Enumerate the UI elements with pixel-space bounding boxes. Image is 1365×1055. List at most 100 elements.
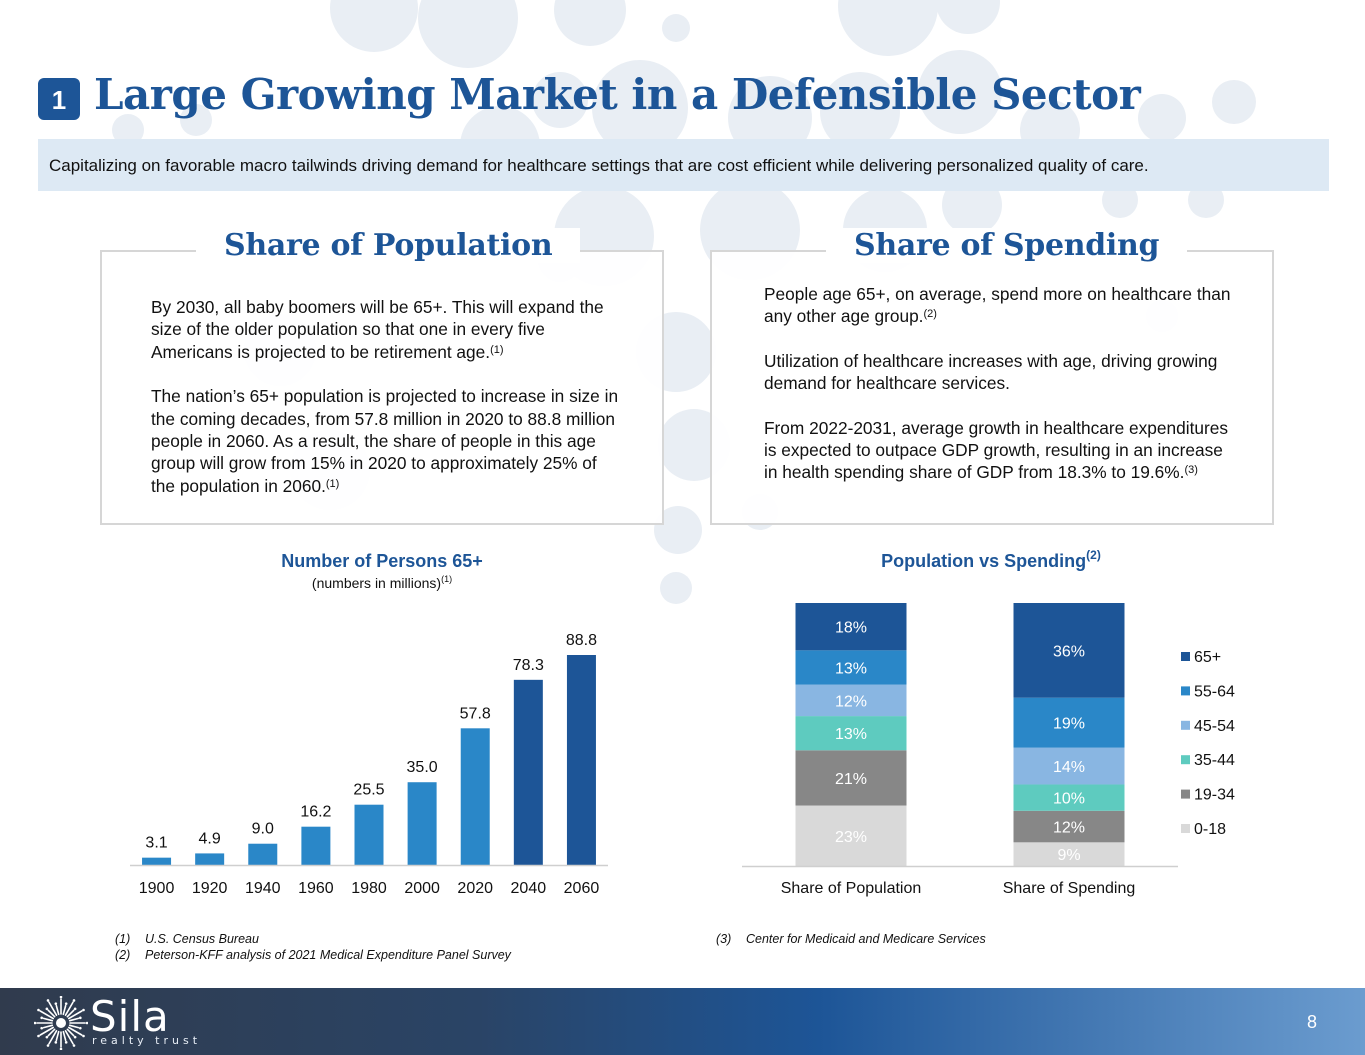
segment-value-label: 12% [1053,820,1085,837]
legend-label: 45-54 [1194,718,1235,735]
segment-19-34 [795,750,907,806]
segment-value-label: 23% [835,829,867,846]
persons-65-chart-subtitle: (numbers in millions)(1) [232,574,532,591]
spending-paragraph-1-text: People age 65+, on average, spend more o… [764,284,1231,327]
bar-2060 [566,655,596,865]
footnote-tag: (1) [115,932,131,946]
population-vs-spending-title-text: Population vs Spending [881,551,1087,571]
tagline-text: Capitalizing on favorable macro tailwind… [49,156,1149,175]
x-tick-label: 1980 [351,880,387,897]
legend-swatch [1181,686,1190,696]
segment-value-label: 36% [1053,643,1085,660]
share-of-spending-title: Share of Spending [826,228,1188,263]
footnotes-left: (1) U.S. Census Bureau (2) Peterson-KFF ana… [115,932,511,964]
population-paragraph-2-text: The nation’s 65+ population is projected… [151,386,619,496]
bar-value-label: 9.0 [252,821,274,838]
population-vs-spending-title: Population vs Spending(2) [841,548,1141,572]
persons-65-chart-title: Number of Persons 65+ [281,551,483,571]
segment-35-44 [795,716,907,751]
spending-paragraph-2: Utilization of healthcare increases with… [764,350,1218,394]
footnote-ref: (2) [1086,548,1101,562]
footnote-text: U.S. Census Bureau [145,932,259,946]
segment-0-18 [795,805,907,866]
spending-paragraph-3-text: From 2022-2031, average growth in health… [764,417,1228,483]
footnote-text: Center for Medicaid and Medicare Service… [746,932,986,946]
share-of-population-text: By 2030, all baby boomers will be 65+. T… [151,296,621,519]
segment-value-label: 13% [835,726,867,743]
footnotes-right: (3) Center for Medicaid and Medicare Serv… [716,932,986,948]
footnote-tag: (2) [115,948,131,962]
segment-55-64 [1013,697,1125,748]
bar-2040 [513,679,543,865]
sunburst-logo-icon [34,996,88,1050]
bar-1980 [354,804,384,865]
footnote-ref: (1) [490,343,504,356]
bar-value-label: 57.8 [460,705,491,722]
bar-value-label: 35.0 [407,759,438,776]
logo-subtitle: realty trust [92,1034,202,1047]
footnote: (2) Peterson-KFF analysis of 2021 Medical… [115,948,511,964]
footnote-ref: (1) [441,574,453,584]
legend-swatch [1181,755,1190,765]
spending-paragraph-1: People age 65+, on average, spend more o… [764,283,1239,328]
segment-65+ [795,603,907,651]
segment-value-label: 21% [835,771,867,788]
segment-value-label: 14% [1053,759,1085,776]
segment-65+ [1013,603,1125,698]
x-tick-label: 2020 [457,880,493,897]
share-of-population-box: Share of Population By 2030, all baby bo… [100,228,664,525]
bar-1960 [301,826,331,865]
segment-value-label: 10% [1053,791,1085,808]
x-category-label: Share of Spending [1003,880,1136,897]
x-tick-label: 1940 [245,880,281,897]
x-tick-label: 1960 [298,880,334,897]
footnote-ref: (2) [923,308,937,321]
footnote-tag: (3) [716,932,732,946]
bar-1920 [195,853,225,865]
footnote: (1) U.S. Census Bureau [115,932,511,948]
bar-2020 [460,728,490,865]
segment-45-54 [795,684,907,717]
segment-value-label: 18% [835,620,867,637]
bar-value-label: 4.9 [199,830,221,847]
x-tick-label: 2060 [564,880,600,897]
population-paragraph-1: By 2030, all baby boomers will be 65+. T… [151,296,621,363]
legend-swatch [1181,652,1190,661]
legend-label: 0-18 [1194,821,1226,838]
footnote: (3) Center for Medicaid and Medicare Serv… [716,932,986,948]
bar-1940 [248,843,278,865]
segment-35-44 [1013,784,1125,811]
footnote-ref: (1) [325,477,340,490]
share-of-population-title: Share of Population [196,228,581,263]
spending-paragraph-3: From 2022-2031, average growth in health… [764,417,1239,484]
legend-swatch [1181,720,1190,730]
footnote-text: Peterson-KFF analysis of 2021 Medical Ex… [145,948,511,962]
logo-wordmark: Sila [90,992,170,1041]
legend-label: 19-34 [1194,787,1235,804]
x-category-label: Share of Population [781,880,922,897]
x-tick-label: 1920 [192,880,228,897]
legend-swatch [1181,824,1190,833]
bar-value-label: 88.8 [566,632,597,649]
persons-65-chart-subtitle-text: (numbers in millions) [311,575,442,591]
bar-value-label: 3.1 [145,835,167,852]
segment-19-34 [1013,810,1125,843]
bar-1900 [142,857,172,865]
segment-value-label: 13% [835,660,867,677]
share-of-spending-box: Share of Spending People age 65+, on ave… [710,228,1274,525]
page-number: 8 [1306,1012,1317,1032]
x-tick-label: 2000 [404,880,440,897]
segment-55-64 [795,650,907,685]
footer-bar: Sila realty trust 8 [0,988,1365,1055]
legend-swatch [1181,789,1190,799]
legend-label: 65+ [1194,649,1221,666]
segment-0-18 [1013,842,1125,866]
population-paragraph-2: The nation’s 65+ population is projected… [151,385,621,497]
x-tick-label: 1900 [139,880,175,897]
page-title: Large Growing Market in a Defensible Sec… [94,70,1141,119]
bar-value-label: 78.3 [513,657,544,674]
segment-value-label: 12% [835,693,867,710]
segment-value-label: 19% [1053,716,1085,733]
footnote-ref: (3) [1184,464,1198,477]
